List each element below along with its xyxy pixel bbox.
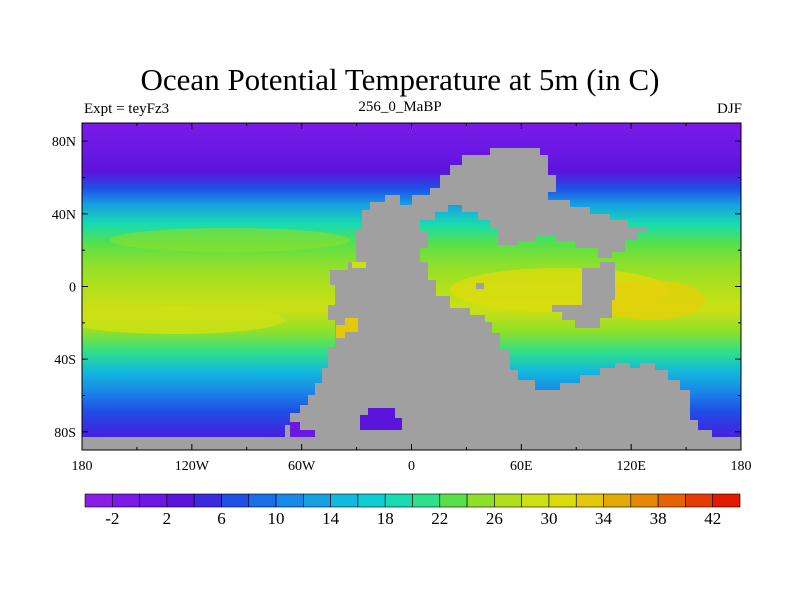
y-tick-label: 80S — [54, 426, 76, 441]
x-tick-label: 180 — [731, 459, 752, 474]
colorbar-label: 30 — [540, 509, 557, 528]
colorbar-swatch — [657, 493, 686, 508]
colorbar-label: 2 — [163, 509, 172, 528]
colorbar-swatch — [111, 493, 140, 508]
colorbar-swatch — [412, 493, 441, 508]
colorbar-swatch — [712, 493, 741, 508]
colorbar-label: 6 — [217, 509, 226, 528]
warm-patch-east — [595, 280, 705, 320]
season-label: DJF — [716, 101, 742, 117]
cool-patch-north-pacific — [110, 228, 350, 252]
land-pangaea — [82, 148, 741, 450]
period-label: 256_0_MaBP — [358, 99, 442, 115]
colorbar-swatch — [357, 493, 386, 508]
colorbar-swatch — [439, 493, 468, 508]
axis-ticks — [81, 123, 742, 450]
experiment-label: Expt = teyFz3 — [84, 101, 170, 117]
warm-patch-west-pacific — [82, 306, 285, 334]
colorbar-swatch — [139, 493, 168, 508]
x-tick-label: 120E — [616, 459, 646, 474]
colorbar-swatch — [685, 493, 714, 508]
colorbar-swatch — [166, 493, 195, 508]
warm-coast-patch — [352, 262, 366, 268]
x-tick-label: 120W — [175, 459, 210, 474]
colorbar-swatch — [575, 493, 604, 508]
colorbar-swatch — [84, 493, 113, 508]
land-island — [476, 283, 484, 289]
colorbar-swatch — [303, 493, 331, 508]
colorbar-swatch — [494, 493, 522, 508]
colorbar-label: 18 — [377, 509, 394, 528]
colorbar-label: 34 — [595, 509, 613, 528]
chart-title: Ocean Potential Temperature at 5m (in C) — [140, 62, 660, 97]
x-tick-label: 60E — [510, 459, 533, 474]
warm-inlet — [336, 318, 358, 338]
colorbar-swatch — [248, 493, 277, 508]
colorbar-swatch — [630, 493, 659, 508]
x-tick-label: 60W — [288, 459, 316, 474]
colorbar-label: 10 — [268, 509, 285, 528]
cold-lake — [360, 408, 402, 430]
x-tick-label: 180 — [72, 459, 93, 474]
colorbar-swatch — [384, 493, 413, 508]
colorbar: -2 2 6 10 14 18 22 26 30 34 38 42 — [84, 493, 741, 528]
colorbar-swatch — [548, 493, 577, 508]
land-east-block — [552, 262, 615, 328]
y-tick-label: 40S — [54, 353, 76, 368]
colorbar-swatch — [221, 493, 250, 508]
colorbar-label: 22 — [431, 509, 448, 528]
colorbar-swatch — [466, 493, 495, 508]
colorbar-label: 14 — [322, 509, 340, 528]
colorbar-swatch — [275, 493, 304, 508]
axis-labels: 180 120W 60W 0 60E 120E 180 80N 40N 0 40S 80S — [52, 135, 752, 474]
colorbar-swatch — [330, 493, 359, 508]
y-tick-label: 40N — [52, 208, 76, 223]
cold-bay-southwest — [290, 422, 315, 437]
y-tick-label: 80N — [52, 135, 76, 150]
colorbar-label: 38 — [650, 509, 667, 528]
x-tick-label: 0 — [408, 459, 415, 474]
colorbar-swatch — [521, 493, 550, 508]
colorbar-label: 42 — [704, 509, 721, 528]
colorbar-label: 26 — [486, 509, 503, 528]
colorbar-swatch — [193, 493, 222, 508]
y-tick-label: 0 — [69, 281, 76, 296]
colorbar-label: -2 — [105, 509, 119, 528]
colorbar-swatch — [603, 493, 632, 508]
